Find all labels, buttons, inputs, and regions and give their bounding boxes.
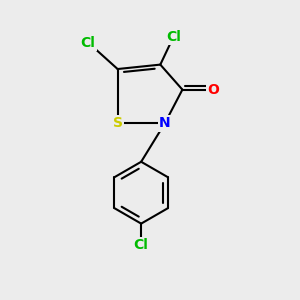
Text: S: S — [112, 116, 123, 130]
Text: Cl: Cl — [166, 30, 181, 44]
Text: Cl: Cl — [81, 35, 96, 50]
Text: O: O — [207, 82, 219, 97]
Text: Cl: Cl — [134, 238, 148, 252]
Text: N: N — [159, 116, 170, 130]
